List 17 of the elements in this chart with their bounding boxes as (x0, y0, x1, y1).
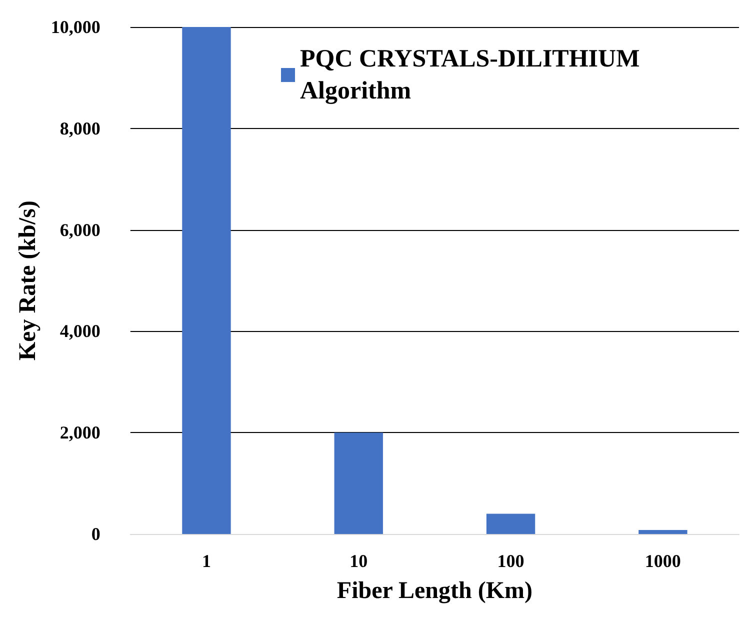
y-tick-label: 6,000 (60, 220, 100, 240)
x-tick-label: 10 (350, 551, 368, 571)
y-tick-label: 2,000 (60, 422, 100, 443)
bar (182, 27, 231, 534)
bar (334, 432, 383, 534)
y-tick-label: 10,000 (50, 17, 100, 37)
y-tick-label: 8,000 (60, 118, 100, 138)
x-axis-title: Fiber Length (Km) (336, 578, 532, 604)
x-tick-label: 1000 (644, 551, 681, 571)
legend-label: PQC CRYSTALS-DILITHIUM Algorithm (300, 46, 646, 104)
y-axis-title: Key Rate (kb/s) (15, 200, 41, 360)
y-tick-label: 4,000 (60, 321, 100, 342)
x-tick-label: 1 (202, 551, 211, 571)
x-tick-label: 100 (497, 551, 524, 571)
bar (486, 514, 536, 534)
bar (638, 530, 688, 534)
y-tick-label: 0 (91, 524, 100, 544)
